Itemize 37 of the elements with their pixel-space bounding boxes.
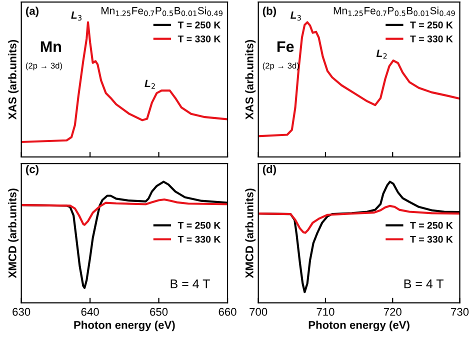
annotation: Mn: [40, 41, 61, 52]
legend-label: T = 250 K: [410, 22, 453, 28]
annotation: L$_{2}$: [376, 50, 387, 59]
x-tick-label: 650: [150, 308, 168, 316]
legend-label: T = 330 K: [178, 35, 221, 42]
legend-label: T = 250 K: [410, 222, 453, 229]
text: (a): [26, 6, 38, 18]
x-tick-label: 630: [12, 308, 30, 316]
text: (b): [262, 6, 276, 18]
text: Mn$_{1.25}$Fe$_{0.7}$P$_{0.5}$B$_{0.01}$Si$_{0.49}$: [102, 6, 223, 16]
annotation: Fe: [277, 41, 294, 52]
text: (d): [262, 164, 276, 176]
legend-label: T = 330 K: [410, 236, 453, 243]
y-axis-title: XMCD (arb.units): [245, 188, 256, 278]
x-axis-title: Photon energy (eV): [74, 320, 175, 332]
x-tick-label: 720: [384, 308, 402, 316]
annotation: L$_{3}$: [290, 12, 301, 21]
text: Mn$_{1.25}$Fe$_{0.7}$P$_{0.5}$B$_{0.01}$Si$_{0.49}$: [334, 6, 455, 16]
y-axis-title: XAS (arb.units): [8, 40, 19, 120]
x-tick-label: 700: [250, 308, 268, 316]
annotation: B = 4 T: [170, 280, 210, 288]
text: (c): [26, 164, 38, 176]
y-axis-title: XAS (arb.units): [245, 40, 256, 120]
y-axis-title: XMCD (arb.units): [8, 188, 19, 278]
annotation: L$_{3}$: [71, 12, 82, 21]
x-tick-label: 710: [316, 308, 334, 316]
annotation: L$_{2}$: [144, 80, 155, 89]
x-tick-label: 730: [451, 308, 469, 316]
x-tick-label: 660: [218, 308, 236, 316]
x-axis-title: Photon energy (eV): [308, 320, 410, 332]
legend-label: T = 330 K: [178, 236, 221, 243]
legend-label: T = 250 K: [178, 22, 221, 28]
annotation: B = 4 T: [404, 280, 444, 288]
legend-label: T = 330 K: [410, 35, 453, 42]
x-tick-label: 640: [81, 308, 99, 316]
annotation: (2p → 3d): [26, 62, 62, 70]
legend-label: T = 250 K: [178, 222, 221, 229]
